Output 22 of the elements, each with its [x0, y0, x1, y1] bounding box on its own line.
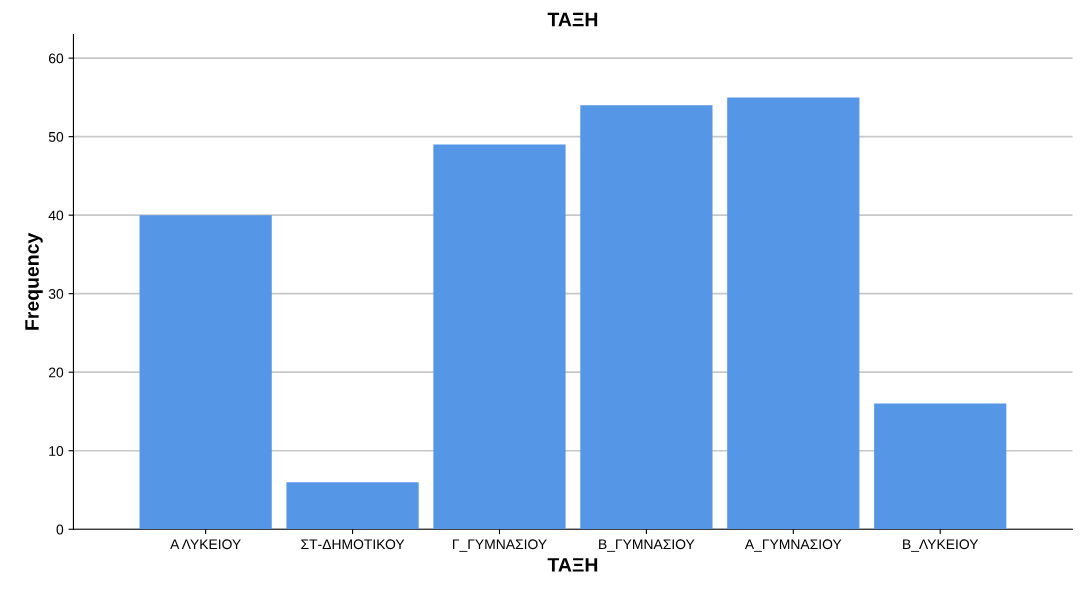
y-tick-label: 50: [48, 131, 64, 142]
x-tick-label: Γ_ΓΥΜΝΑΣΙΟΥ: [453, 539, 547, 552]
y-tick-label: 30: [48, 289, 64, 299]
y-tick-label: 20: [48, 367, 64, 378]
y-axis-title: Frequency: [25, 232, 43, 330]
bar: [139, 215, 272, 530]
x-tick-label: Α ΛΥΚΕΙΟΥ: [170, 539, 241, 550]
bar: [580, 105, 713, 530]
chart-title: ΤΑΞΗ: [547, 12, 598, 27]
y-tick-label: 0: [56, 524, 64, 535]
x-tick-label: ΣΤ-ΔΗΜΟΤΙΚΟΥ: [301, 539, 405, 550]
y-tick-label: 10: [49, 446, 64, 456]
x-axis-title: ΤΑΞΗ: [547, 558, 598, 572]
bar: [286, 482, 419, 530]
bar: [727, 97, 860, 530]
x-tick-label: Α_ΓΥΜΝΑΣΙΟΥ: [744, 539, 842, 552]
bar: [433, 144, 566, 530]
y-tick-label: 60: [48, 53, 64, 64]
bar: [874, 403, 1007, 530]
x-tick-label: Β_ΓΥΜΝΑΣΙΟΥ: [599, 539, 695, 552]
x-tick-label: Β_ΛΥΚΕΙΟΥ: [903, 539, 979, 552]
y-tick-label: 40: [48, 210, 64, 221]
